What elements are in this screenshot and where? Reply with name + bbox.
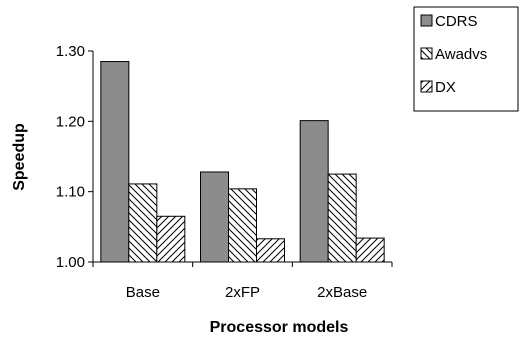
y-tick-label: 1.10 [56, 184, 85, 201]
legend-swatch-cdrs [420, 14, 433, 27]
legend: CDRS Awadvs DX [413, 6, 519, 112]
x-ticks: Base 2xFP 2xBase [92, 262, 393, 301]
x-tick-label: 2xBase [317, 284, 367, 301]
y-ticks: 1.00 1.10 1.20 1.30 [56, 43, 93, 271]
bar-cdrs-base [100, 61, 130, 263]
legend-swatch-dx [420, 80, 433, 93]
legend-label-dx: DX [435, 79, 456, 96]
legend-label-cdrs: CDRS [435, 13, 478, 30]
x-tick-label: Base [126, 284, 160, 301]
y-tick-label: 1.30 [56, 43, 85, 60]
bar-cdrs-2xfp [200, 171, 229, 263]
x-axis-title: Processor models [210, 319, 349, 336]
bar-awadvs-2xbase [327, 173, 357, 263]
legend-swatch-awadvs [420, 47, 433, 60]
bar-dx-2xfp [256, 238, 285, 263]
y-tick-label: 1.20 [56, 113, 85, 130]
bar-dx-base [156, 215, 186, 263]
bar-awadvs-2xfp [228, 188, 257, 263]
bar-dx-2xbase [355, 237, 385, 263]
y-tick-label: 1.00 [56, 254, 85, 271]
x-tick-label: 2xFP [225, 284, 260, 301]
bar-cdrs-2xbase [299, 120, 329, 263]
bar-awadvs-base [128, 183, 158, 263]
legend-label-awadvs: Awadvs [435, 46, 487, 63]
bars [100, 61, 385, 263]
y-axis-title: Speedup [11, 123, 28, 191]
